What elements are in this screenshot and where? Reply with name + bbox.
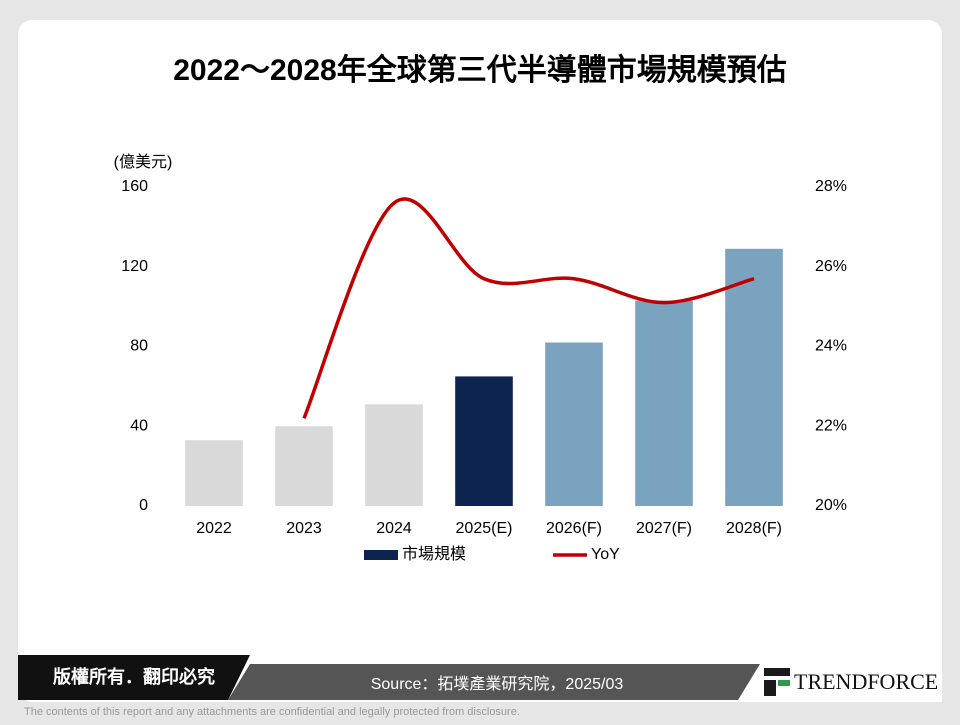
- x-tick-label: 2028(F): [726, 520, 782, 537]
- x-tick-label: 2024: [376, 520, 412, 537]
- x-tick-label: 2027(F): [636, 520, 692, 537]
- panel: [18, 20, 942, 702]
- legend-label: YoY: [591, 546, 620, 563]
- y-tick-label: 0: [139, 497, 148, 514]
- bar: [185, 440, 243, 506]
- bar: [365, 404, 423, 506]
- logo-text: TRENDFORCE: [794, 669, 938, 694]
- y-tick-label: 160: [121, 178, 148, 195]
- bar: [455, 376, 513, 506]
- source: Source：拓墣產業研究院，2025/03: [371, 675, 624, 693]
- y-tick-label: 40: [130, 417, 148, 434]
- source-bg: [228, 664, 760, 700]
- disclaimer: The contents of this report and any atta…: [24, 706, 520, 718]
- rights-bg: [18, 655, 250, 700]
- y-axis-label: (億美元): [114, 153, 173, 171]
- legend-label: 市場規模: [402, 545, 466, 563]
- line: [302, 197, 755, 419]
- x-tick-label: 2025(E): [456, 520, 513, 537]
- logo-bg: [750, 640, 942, 702]
- y-tick-label: 80: [130, 338, 148, 355]
- bar: [725, 248, 783, 506]
- chart-title: 2022～2028年全球第三代半導體市場規模預估: [173, 53, 786, 87]
- logo-icon: [778, 680, 790, 686]
- bar: [635, 300, 693, 506]
- x-tick-label: 2023: [286, 520, 322, 537]
- plot: 0 40 80 120 160 20% 22% 24% 26% 28% 2022 2023 2024 20…: [121, 178, 847, 563]
- y-tick-label: 120: [121, 258, 148, 275]
- rights: 版權所有．翻印必究: [53, 666, 215, 687]
- y2-tick-label: 20%: [815, 497, 847, 514]
- bar: [275, 426, 333, 506]
- logo-icon: [764, 680, 776, 696]
- bar: [545, 342, 603, 506]
- legend-swatch: [364, 550, 398, 560]
- x-tick-label: 2026(F): [546, 520, 602, 537]
- x-tick-label: 2022: [196, 520, 232, 537]
- y2-tick-label: 28%: [815, 178, 847, 195]
- y2-tick-label: 26%: [815, 258, 847, 275]
- y2-tick-label: 24%: [815, 338, 847, 355]
- logo-icon: [764, 668, 790, 676]
- y2-tick-label: 22%: [815, 417, 847, 434]
